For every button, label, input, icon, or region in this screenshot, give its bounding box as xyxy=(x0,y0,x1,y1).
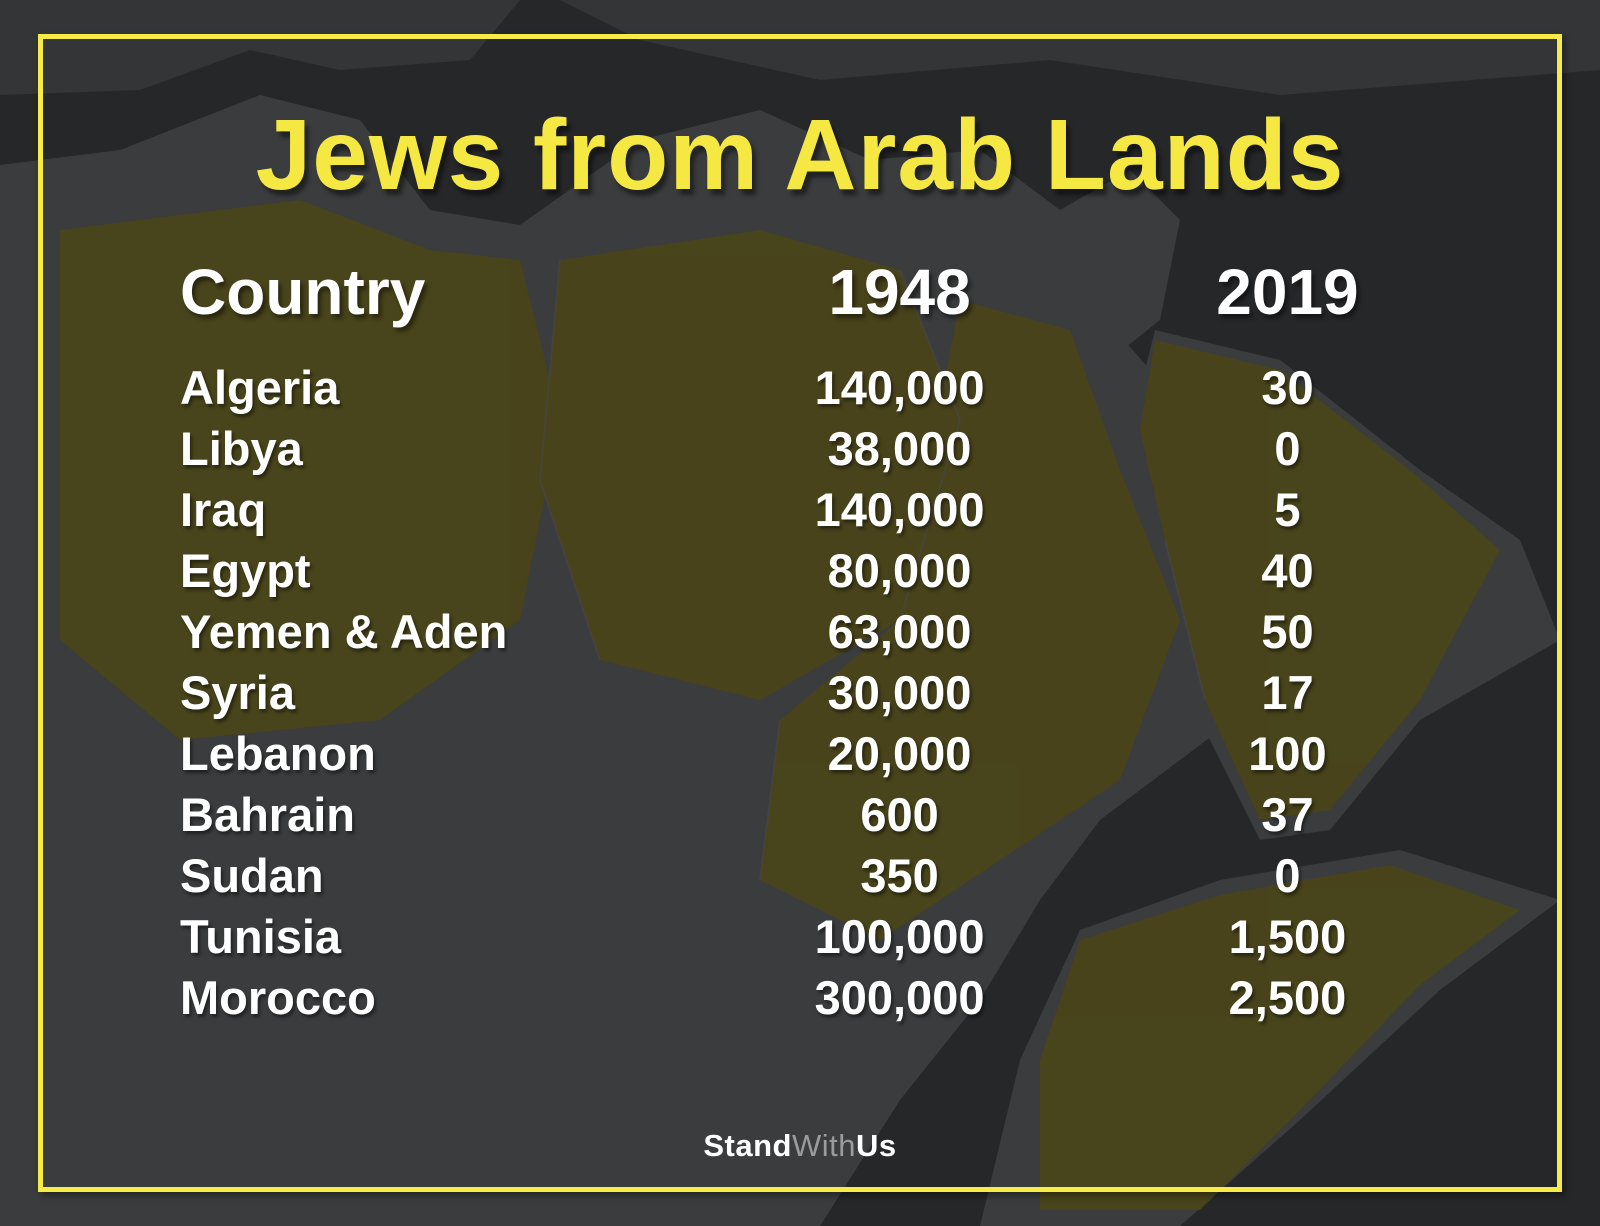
value-1948-cell: 20,000 xyxy=(827,727,972,780)
table-row: Lebanon 20,000 100 xyxy=(150,723,1465,784)
country-cell: Sudan xyxy=(180,849,324,902)
value-1948-cell: 140,000 xyxy=(814,361,985,414)
table-row: Egypt 80,000 40 xyxy=(150,540,1465,601)
value-2019-cell: 30 xyxy=(1261,361,1314,414)
column-header-1948: 1948 xyxy=(828,256,971,328)
country-cell: Libya xyxy=(180,422,303,475)
table-row: Syria 30,000 17 xyxy=(150,662,1465,723)
country-cell: Algeria xyxy=(180,361,340,414)
brand-part-with: With xyxy=(791,1128,856,1163)
value-1948-cell: 300,000 xyxy=(814,971,985,1024)
table-header-row: Country 1948 2019 xyxy=(150,255,1465,357)
value-2019-cell: 40 xyxy=(1261,544,1314,597)
column-header-2019: 2019 xyxy=(1216,256,1359,328)
country-cell: Syria xyxy=(180,666,295,719)
value-2019-cell: 37 xyxy=(1261,788,1314,841)
country-cell: Tunisia xyxy=(180,910,342,963)
country-cell: Yemen & Aden xyxy=(180,605,508,658)
value-1948-cell: 350 xyxy=(860,849,939,902)
value-2019-cell: 50 xyxy=(1261,605,1314,658)
value-1948-cell: 100,000 xyxy=(814,910,985,963)
data-table: Country 1948 2019 Algeria 140,000 30 Libya 3… xyxy=(0,255,1600,1028)
country-cell: Lebanon xyxy=(180,727,376,780)
value-2019-cell: 0 xyxy=(1274,422,1301,475)
brand-part-stand: Stand xyxy=(703,1128,792,1163)
value-1948-cell: 80,000 xyxy=(827,544,972,597)
value-2019-cell: 5 xyxy=(1274,483,1301,536)
table-rows: Algeria 140,000 30 Libya 38,000 0 Iraq 140,000 5… xyxy=(150,357,1465,1028)
value-2019-cell: 0 xyxy=(1274,849,1301,902)
brand-part-us: Us xyxy=(855,1128,897,1163)
table-row: Bahrain 600 37 xyxy=(150,784,1465,845)
value-2019-cell: 1,500 xyxy=(1228,910,1347,963)
table-row: Sudan 350 0 xyxy=(150,845,1465,906)
table-row: Algeria 140,000 30 xyxy=(150,357,1465,418)
country-cell: Iraq xyxy=(180,483,267,536)
value-2019-cell: 17 xyxy=(1261,666,1314,719)
brand-logo: StandWithUs xyxy=(0,1128,1600,1164)
column-header-country: Country xyxy=(180,256,426,328)
value-1948-cell: 600 xyxy=(860,788,939,841)
table-row: Iraq 140,000 5 xyxy=(150,479,1465,540)
value-1948-cell: 30,000 xyxy=(827,666,972,719)
value-1948-cell: 63,000 xyxy=(827,605,972,658)
value-2019-cell: 100 xyxy=(1248,727,1327,780)
table-row: Yemen & Aden 63,000 50 xyxy=(150,601,1465,662)
country-cell: Egypt xyxy=(180,544,311,597)
table-row: Tunisia 100,000 1,500 xyxy=(150,906,1465,967)
value-2019-cell: 2,500 xyxy=(1228,971,1347,1024)
table-row: Libya 38,000 0 xyxy=(150,418,1465,479)
value-1948-cell: 38,000 xyxy=(827,422,972,475)
country-cell: Morocco xyxy=(180,971,376,1024)
page-title: Jews from Arab Lands xyxy=(255,99,1345,211)
country-cell: Bahrain xyxy=(180,788,355,841)
table-row: Morocco 300,000 2,500 xyxy=(150,967,1465,1028)
value-1948-cell: 140,000 xyxy=(814,483,985,536)
